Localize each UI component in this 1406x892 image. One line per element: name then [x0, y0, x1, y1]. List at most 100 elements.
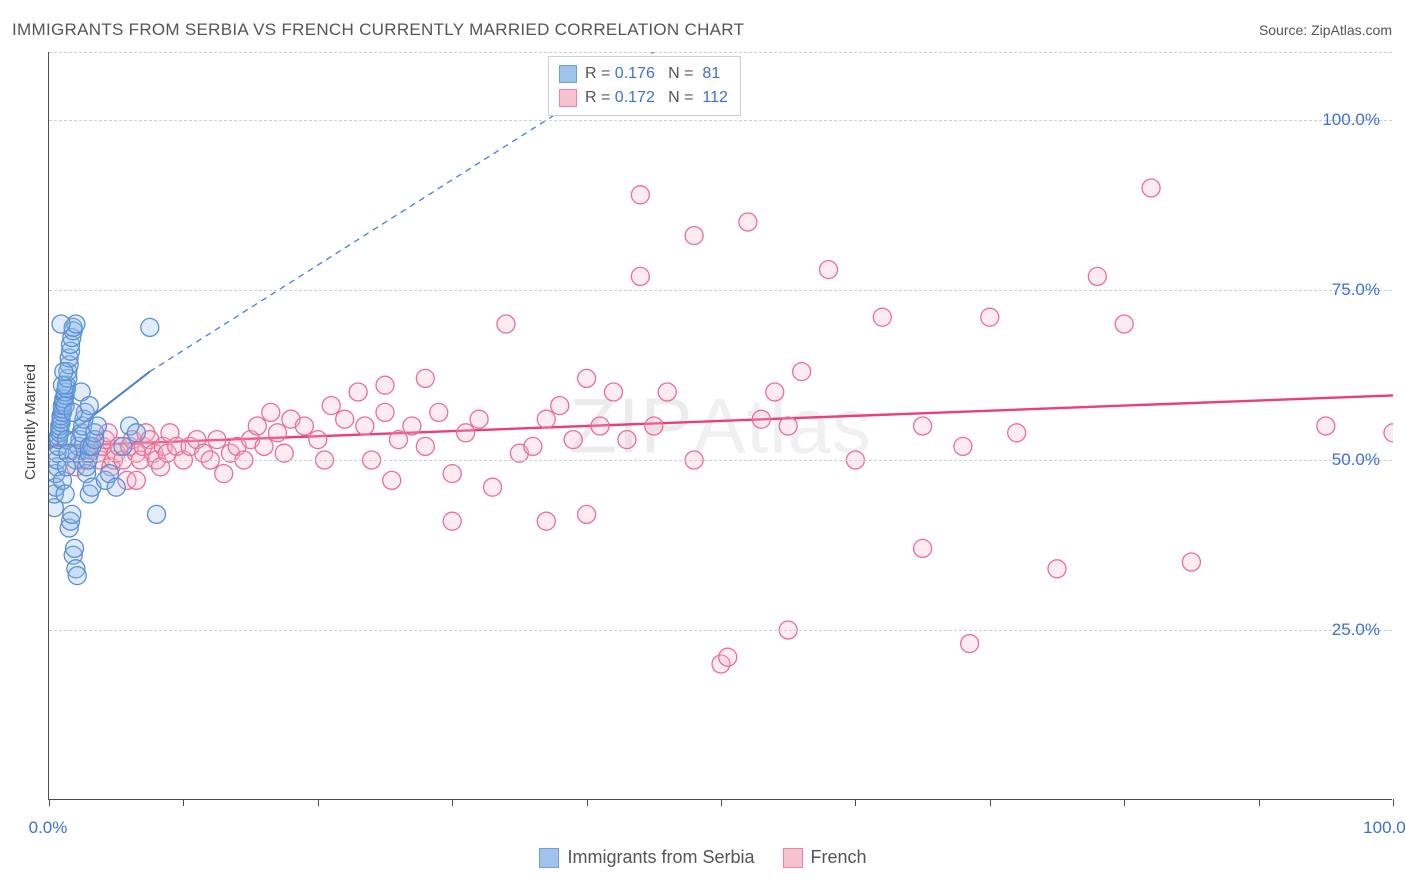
series-legend: Immigrants from Serbia French	[0, 847, 1406, 868]
x-tick	[49, 799, 50, 806]
swatch-serbia	[539, 848, 559, 868]
point-french	[961, 635, 979, 653]
point-french	[389, 431, 407, 449]
corr-legend-row-french: R = 0.172 N = 112	[559, 86, 728, 110]
point-french	[208, 431, 226, 449]
point-french	[739, 213, 757, 231]
point-french	[470, 410, 488, 428]
point-french	[914, 539, 932, 557]
point-french	[685, 227, 703, 245]
gridline	[49, 630, 1392, 631]
point-french	[127, 471, 145, 489]
x-tick	[1259, 799, 1260, 806]
point-serbia	[55, 363, 73, 381]
point-french	[215, 465, 233, 483]
point-french	[416, 437, 434, 455]
chart-title: IMMIGRANTS FROM SERBIA VS FRENCH CURRENT…	[12, 20, 744, 40]
x-tick	[587, 799, 588, 806]
point-french	[645, 417, 663, 435]
source-value: ZipAtlas.com	[1311, 22, 1392, 38]
source-label: Source:	[1259, 22, 1307, 38]
point-french	[1048, 560, 1066, 578]
point-french	[564, 431, 582, 449]
point-french	[383, 471, 401, 489]
point-french	[766, 383, 784, 401]
point-french	[578, 505, 596, 523]
point-french	[1182, 553, 1200, 571]
y-axis-label: Currently Married	[22, 364, 39, 480]
swatch-french	[559, 89, 577, 107]
point-serbia	[107, 478, 125, 496]
x-tick	[1393, 799, 1394, 806]
corr-legend-text: R = 0.176 N = 81	[585, 65, 720, 83]
y-tick-label: 100.0%	[1322, 110, 1380, 130]
point-french	[376, 403, 394, 421]
corr-legend-row-serbia: R = 0.176 N = 81	[559, 62, 728, 86]
x-tick	[1124, 799, 1125, 806]
legend-label: French	[811, 847, 867, 868]
correlation-chart: IMMIGRANTS FROM SERBIA VS FRENCH CURRENT…	[0, 0, 1406, 892]
point-serbia	[148, 505, 166, 523]
swatch-serbia	[559, 65, 577, 83]
point-french	[430, 403, 448, 421]
point-french	[954, 437, 972, 455]
plot-area: ZIPAtlas	[48, 52, 1392, 800]
gridline	[49, 52, 1392, 53]
point-french	[1384, 424, 1393, 442]
gridline	[49, 460, 1392, 461]
point-french	[248, 417, 266, 435]
legend-item-french: French	[783, 847, 867, 868]
point-french	[578, 369, 596, 387]
point-french	[658, 383, 676, 401]
point-french	[497, 315, 515, 333]
x-tick	[855, 799, 856, 806]
point-french	[262, 403, 280, 421]
point-serbia	[114, 437, 132, 455]
point-serbia	[64, 403, 82, 421]
point-french	[309, 431, 327, 449]
point-french	[551, 397, 569, 415]
point-french	[537, 512, 555, 530]
point-french	[1317, 417, 1335, 435]
point-french	[719, 648, 737, 666]
gridline	[49, 120, 1392, 121]
point-french	[524, 437, 542, 455]
point-french	[376, 376, 394, 394]
point-serbia	[80, 397, 98, 415]
point-french	[457, 424, 475, 442]
point-french	[873, 308, 891, 326]
x-tick	[183, 799, 184, 806]
legend-label: Immigrants from Serbia	[567, 847, 754, 868]
point-serbia	[63, 505, 81, 523]
point-french	[631, 186, 649, 204]
point-french	[295, 417, 313, 435]
point-french	[416, 369, 434, 387]
point-french	[255, 437, 273, 455]
point-french	[604, 383, 622, 401]
x-tick	[990, 799, 991, 806]
x-tick	[318, 799, 319, 806]
point-french	[981, 308, 999, 326]
point-french	[322, 397, 340, 415]
point-french	[1115, 315, 1133, 333]
corr-legend-text: R = 0.172 N = 112	[585, 89, 728, 107]
y-tick-label: 75.0%	[1332, 280, 1380, 300]
legend-item-serbia: Immigrants from Serbia	[539, 847, 754, 868]
point-french	[591, 417, 609, 435]
gridline	[49, 290, 1392, 291]
point-french	[618, 431, 636, 449]
point-french	[914, 417, 932, 435]
svg-layer	[49, 52, 1393, 800]
point-french	[1142, 179, 1160, 197]
point-french	[268, 424, 286, 442]
point-french	[779, 417, 797, 435]
chart-source: Source: ZipAtlas.com	[1259, 22, 1392, 38]
correlation-legend: R = 0.176 N = 81 R = 0.172 N = 112	[548, 56, 741, 116]
point-french	[403, 417, 421, 435]
point-french	[752, 410, 770, 428]
x-tick-label: 100.0%	[1363, 818, 1406, 838]
point-french	[443, 465, 461, 483]
point-french	[1008, 424, 1026, 442]
point-french	[1088, 267, 1106, 285]
y-tick-label: 50.0%	[1332, 450, 1380, 470]
